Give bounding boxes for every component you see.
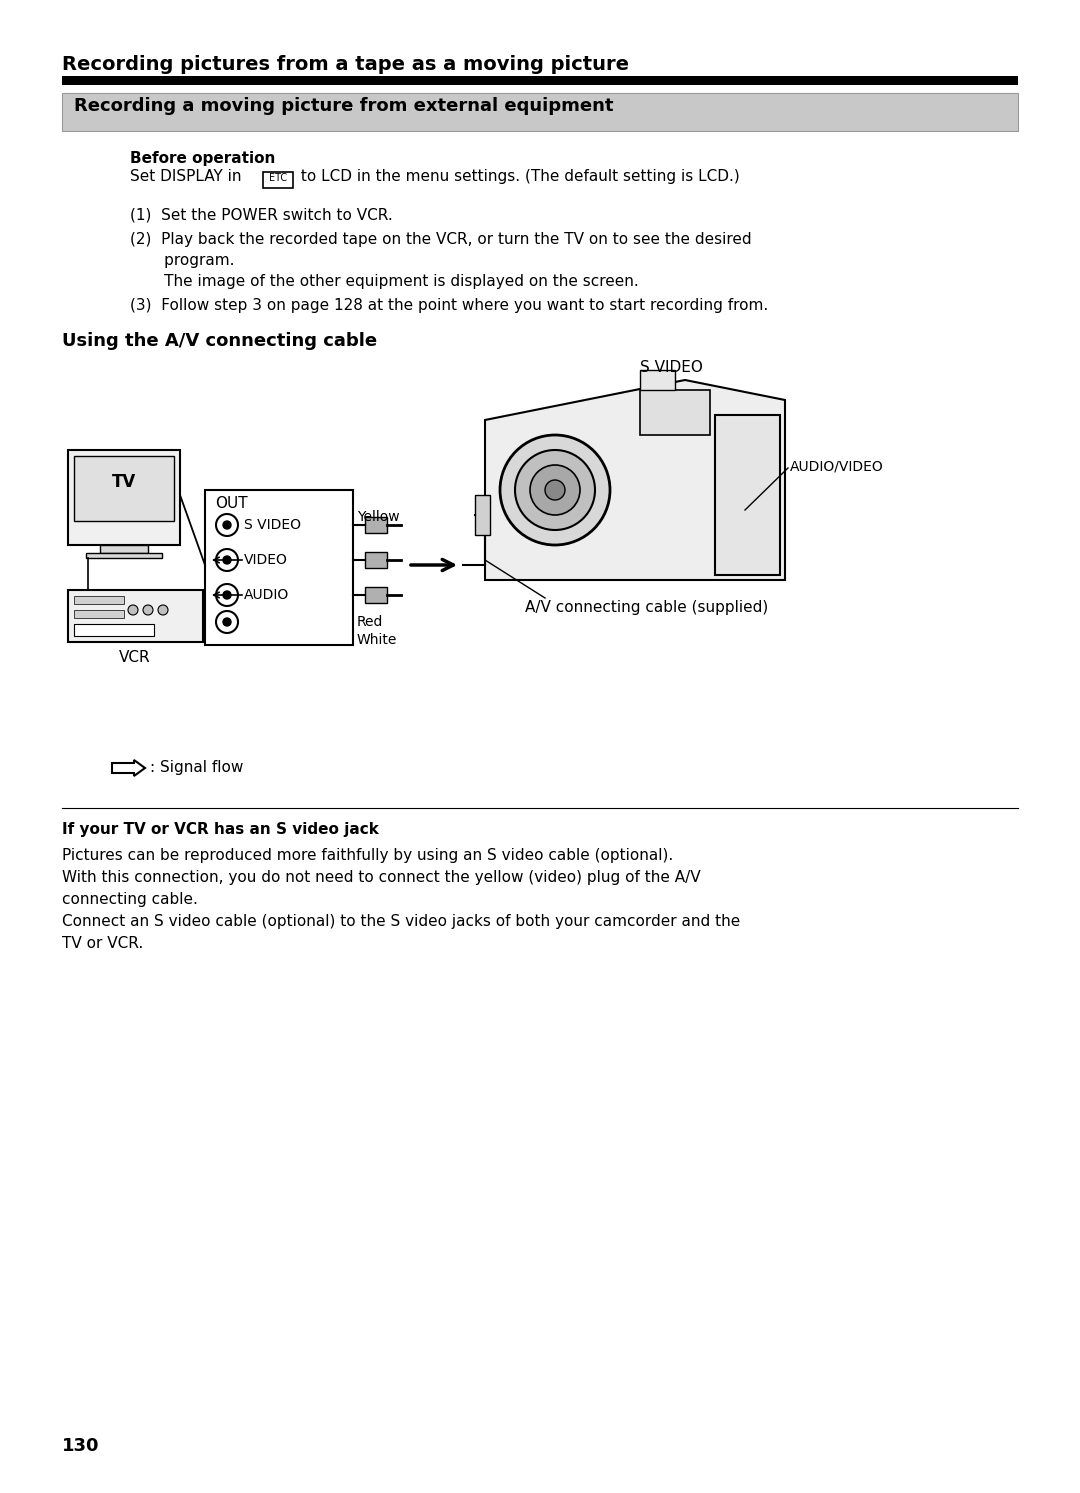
Text: Recording pictures from a tape as a moving picture: Recording pictures from a tape as a movi… [62,55,629,75]
Text: program.: program. [130,252,234,269]
Text: With this connection, you do not need to connect the yellow (video) plug of the : With this connection, you do not need to… [62,870,701,885]
Bar [205,490,353,645]
Bar [365,552,387,567]
Circle shape [500,434,610,545]
Circle shape [216,549,238,570]
Text: The image of the other equipment is displayed on the screen.: The image of the other equipment is disp… [130,275,638,290]
Text: Yellow: Yellow [357,511,400,524]
Bar [75,455,174,521]
Text: : Signal flow: : Signal flow [150,760,243,775]
Bar [640,370,675,390]
Text: White: White [357,633,397,646]
Text: S VIDEO: S VIDEO [640,360,703,375]
Text: Recording a moving picture from external equipment: Recording a moving picture from external… [75,97,613,115]
Circle shape [530,464,580,515]
Text: OUT: OUT [215,496,247,511]
Circle shape [515,449,595,530]
Circle shape [216,584,238,606]
Circle shape [545,481,565,500]
Circle shape [216,611,238,633]
Bar [365,517,387,533]
Bar [86,552,162,558]
Text: Red: Red [357,615,383,629]
Bar [68,449,180,545]
Circle shape [222,618,231,626]
Text: ETC: ETC [269,173,287,184]
Text: VCR: VCR [119,649,151,664]
Text: TV or VCR.: TV or VCR. [62,936,144,951]
Bar [75,624,124,632]
Text: 130: 130 [62,1436,99,1456]
Circle shape [129,605,138,615]
Bar [365,587,387,603]
Polygon shape [485,381,785,579]
Text: (2)  Play back the recorded tape on the VCR, or turn the TV on to see the desire: (2) Play back the recorded tape on the V… [130,231,752,246]
Circle shape [222,555,231,564]
Circle shape [158,605,168,615]
Text: S VIDEO: S VIDEO [244,518,301,532]
Bar [62,93,1018,131]
Circle shape [222,591,231,599]
Text: Connect an S video cable (optional) to the S video jacks of both your camcorder : Connect an S video cable (optional) to t… [62,914,740,929]
Circle shape [216,514,238,536]
Text: Using the A/V connecting cable: Using the A/V connecting cable [62,331,377,349]
Text: (1)  Set the POWER switch to VCR.: (1) Set the POWER switch to VCR. [130,208,393,222]
Text: to LCD in the menu settings. (The default setting is LCD.): to LCD in the menu settings. (The defaul… [296,169,740,184]
Bar [62,76,1018,85]
Text: AUDIO: AUDIO [244,588,289,602]
Circle shape [222,521,231,529]
Text: If your TV or VCR has an S video jack: If your TV or VCR has an S video jack [62,823,379,838]
Bar [68,590,203,642]
Bar [264,172,293,188]
Bar [75,624,154,636]
Bar [100,545,148,552]
Text: VIDEO: VIDEO [244,552,288,567]
Text: AUDIO/VIDEO: AUDIO/VIDEO [789,460,883,473]
Text: TV: TV [112,473,136,491]
Bar [75,611,124,618]
Text: A/V connecting cable (supplied): A/V connecting cable (supplied) [525,600,768,615]
Text: connecting cable.: connecting cable. [62,891,198,908]
Text: Before operation: Before operation [130,151,275,166]
Text: Set DISPLAY in: Set DISPLAY in [130,169,246,184]
Text: Pictures can be reproduced more faithfully by using an S video cable (optional).: Pictures can be reproduced more faithful… [62,848,673,863]
Polygon shape [715,415,780,575]
Circle shape [143,605,153,615]
Bar [640,390,710,434]
Bar [475,496,490,534]
Polygon shape [112,760,145,776]
Bar [75,596,124,605]
Text: (3)  Follow step 3 on page 128 at the point where you want to start recording fr: (3) Follow step 3 on page 128 at the poi… [130,299,768,314]
